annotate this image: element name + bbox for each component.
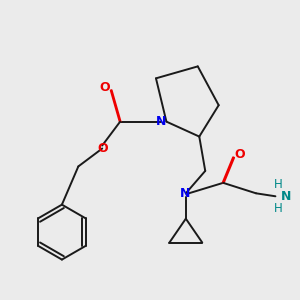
Text: O: O <box>99 81 110 94</box>
Text: O: O <box>98 142 108 155</box>
Text: N: N <box>180 187 190 200</box>
Text: O: O <box>235 148 245 161</box>
Text: N: N <box>281 190 291 203</box>
Text: N: N <box>156 115 166 128</box>
Text: H: H <box>274 178 283 191</box>
Text: H: H <box>274 202 283 215</box>
